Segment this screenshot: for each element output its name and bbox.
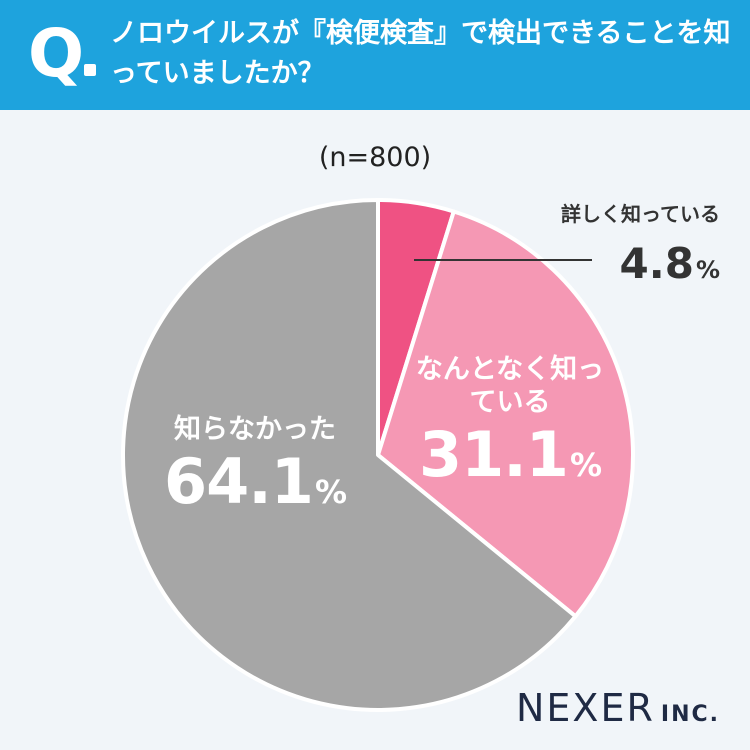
slice-value-detailed-number: 4.8	[619, 239, 694, 288]
pie-slice-somewhat	[376, 209, 635, 619]
slice-value-not-known-unit: %	[314, 473, 347, 511]
slice-value-somewhat-unit: %	[569, 446, 602, 484]
slice-label-somewhat: なんとなく知っている 31.1%	[410, 353, 610, 501]
question-text: ノロウイルスが『検便検査』で検出できることを知っていましたか？	[110, 18, 731, 89]
sample-size: (n=800)	[318, 142, 432, 173]
q-dot	[84, 64, 96, 76]
slice-value-somewhat: 31.1%	[410, 419, 610, 501]
slice-name-not-known: 知らなかった	[174, 414, 336, 445]
slice-name-detailed: 詳しく知っている	[561, 202, 720, 226]
nexer-logo: NEXER INC.	[516, 686, 720, 730]
slice-label-detailed: 詳しく知っている 4.8%	[540, 200, 720, 294]
slice-name-somewhat: なんとなく知っている	[415, 354, 605, 418]
logo-suffix: INC.	[660, 702, 720, 727]
pie-slices	[121, 198, 635, 712]
slice-value-somewhat-number: 31.1	[418, 418, 569, 491]
pie-slice-not-known	[121, 198, 578, 712]
q-letter: Q	[28, 15, 85, 92]
slice-value-detailed-unit: %	[695, 256, 720, 284]
question-header: Q ノロウイルスが『検便検査』で検出できることを知っていましたか？	[0, 0, 750, 110]
slice-label-not-known: 知らなかった 64.1%	[150, 413, 360, 528]
slice-value-not-known-number: 64.1	[163, 445, 314, 518]
logo-main: NEXER	[516, 686, 655, 730]
slice-value-detailed: 4.8%	[540, 240, 720, 294]
slice-value-not-known: 64.1%	[150, 446, 360, 528]
